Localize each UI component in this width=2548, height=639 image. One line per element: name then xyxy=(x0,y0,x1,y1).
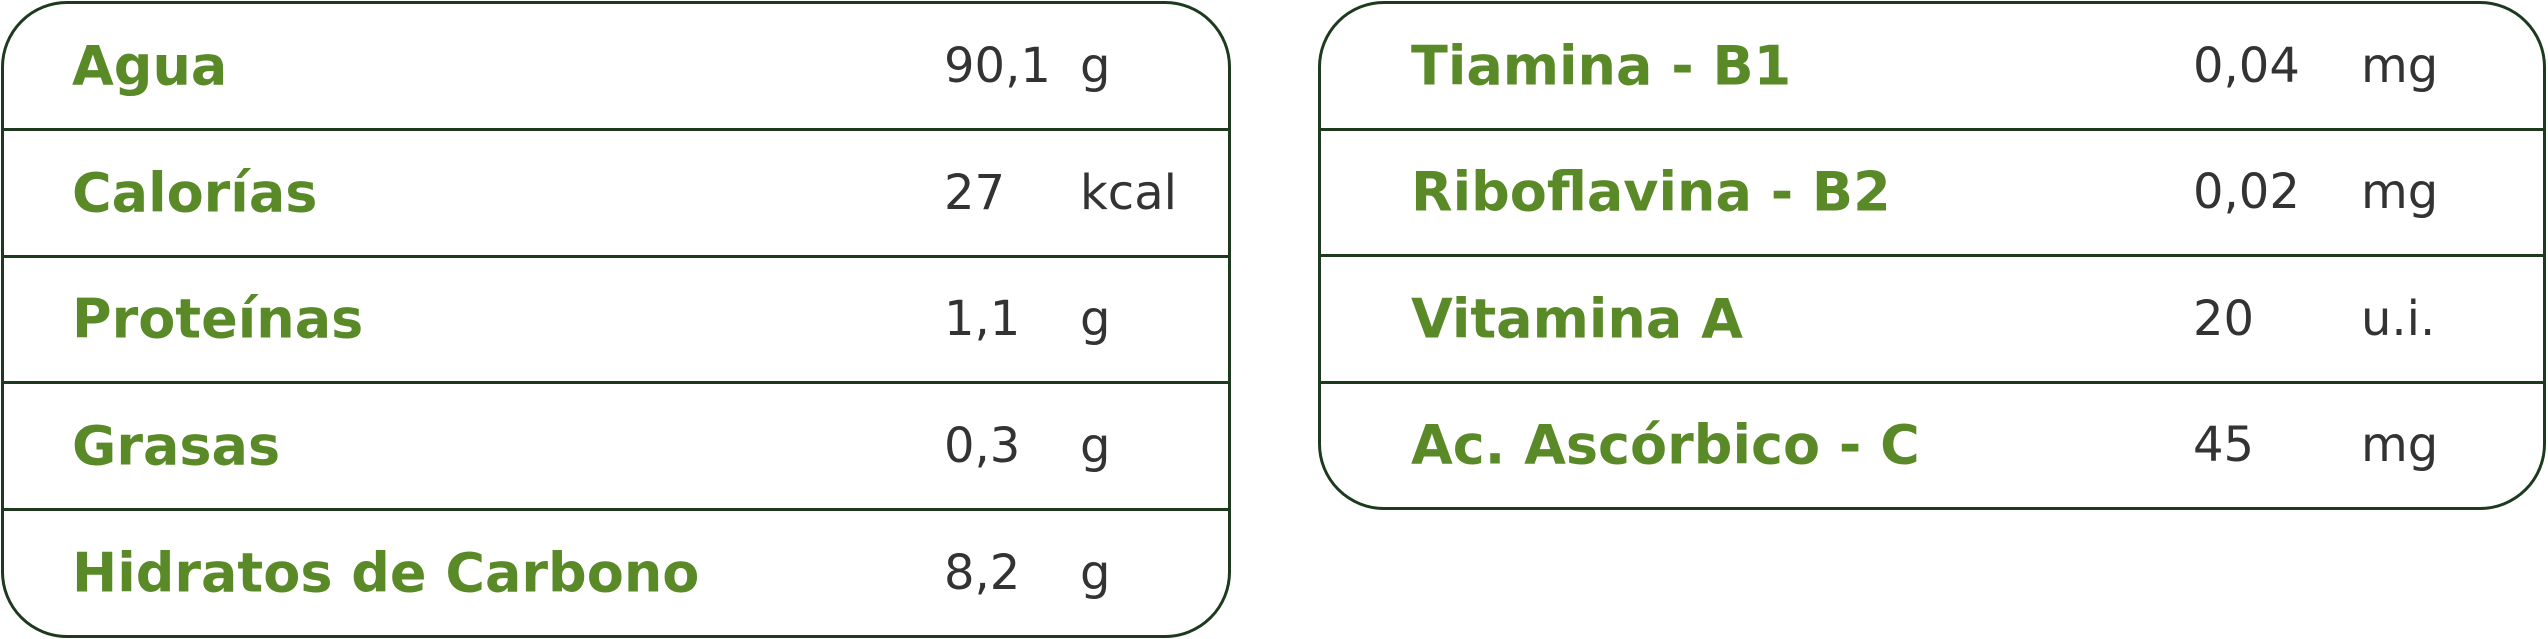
amount: 90,1 xyxy=(944,37,1051,94)
table-row: Ac. Ascórbico - C 45 mg xyxy=(1321,380,2543,508)
unit: kcal xyxy=(1080,164,1177,221)
nutrient-label: Riboflavina - B2 xyxy=(1411,160,1891,224)
nutrient-label: Grasas xyxy=(72,414,281,478)
amount: 1,1 xyxy=(944,291,1021,348)
nutrient-label: Ac. Ascórbico - C xyxy=(1411,413,1920,477)
amount: 8,2 xyxy=(944,545,1021,602)
nutrient-label: Hidratos de Carbono xyxy=(72,541,700,605)
amount: 0,02 xyxy=(2193,164,2300,221)
unit: mg xyxy=(2361,37,2439,94)
unit: g xyxy=(1080,545,1111,602)
table-row: Vitamina A 20 u.i. xyxy=(1321,254,2543,381)
nutrient-label: Calorías xyxy=(72,161,318,225)
nutrient-label: Tiamina - B1 xyxy=(1411,34,1792,98)
table-row: Proteínas 1,1 g xyxy=(4,254,1228,382)
amount: 0,04 xyxy=(2193,37,2300,94)
unit: g xyxy=(1080,37,1111,94)
amount: 20 xyxy=(2193,290,2255,347)
unit: u.i. xyxy=(2361,290,2436,347)
table-row: Grasas 0,3 g xyxy=(4,381,1228,508)
vitamins-table: Tiamina - B1 0,04 mg Riboflavina - B2 0,02 mg… xyxy=(1318,1,2546,510)
nutrient-label: Agua xyxy=(72,34,228,98)
composition-table: Agua 90,1 g Calorías 27 kcal Proteínas 1,1 g Gras… xyxy=(1,1,1231,638)
unit: g xyxy=(1080,291,1111,348)
amount: 45 xyxy=(2193,417,2255,474)
table-row: Agua 90,1 g xyxy=(4,4,1228,128)
table-row: Calorías 27 kcal xyxy=(4,127,1228,255)
table-row: Tiamina - B1 0,04 mg xyxy=(1321,4,2543,128)
unit: mg xyxy=(2361,417,2439,474)
nutrient-label: Vitamina A xyxy=(1411,287,1743,351)
amount: 27 xyxy=(944,164,1006,221)
amount: 0,3 xyxy=(944,418,1021,475)
nutrient-label: Proteínas xyxy=(72,287,364,351)
table-row: Riboflavina - B2 0,02 mg xyxy=(1321,127,2543,255)
table-row: Hidratos de Carbono 8,2 g xyxy=(4,508,1228,635)
unit: g xyxy=(1080,418,1111,475)
unit: mg xyxy=(2361,164,2439,221)
